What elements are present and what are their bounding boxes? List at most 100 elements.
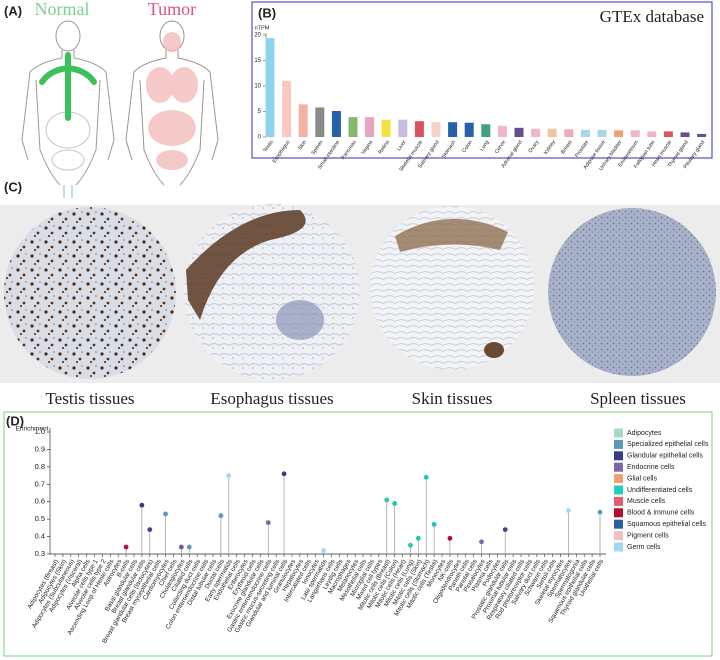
bar	[398, 119, 408, 137]
bar	[614, 130, 624, 137]
bar	[514, 127, 524, 137]
y-tick-label: 10	[254, 84, 261, 90]
x-tick-label: Vagina	[360, 139, 374, 155]
y-axis-label: nTPM	[255, 25, 270, 31]
legend-label: Blood & immune cells	[627, 510, 695, 517]
y-tick-label: 0.7	[35, 479, 45, 488]
panel-label: (D)	[6, 413, 24, 428]
bar	[331, 110, 341, 137]
bar	[580, 129, 590, 137]
bar	[630, 130, 640, 137]
x-tick-label: Testis	[262, 139, 275, 154]
point	[392, 501, 398, 506]
x-tick-label: Ovary	[528, 139, 541, 154]
y-tick-label: 0.8	[35, 462, 45, 471]
point	[502, 527, 508, 532]
bar	[647, 131, 657, 137]
y-tick-label: 0.9	[35, 444, 45, 453]
y-tick-label: 1.0	[35, 427, 45, 436]
bar	[597, 129, 607, 137]
legend-label: Glial cells	[627, 475, 657, 482]
esophagus-epithelium	[186, 210, 306, 320]
legend-label: Germ cells	[627, 544, 661, 551]
tissue-caption: Esophagus tissues	[210, 389, 333, 408]
bar	[381, 119, 391, 137]
x-tick-label: Liver	[396, 139, 408, 152]
y-tick-label: 0.4	[35, 532, 45, 541]
bar	[365, 117, 375, 137]
x-tick-label: Kidney	[543, 139, 557, 156]
bar	[464, 122, 474, 137]
x-tick-label: Breast	[560, 139, 574, 155]
bar	[531, 128, 541, 137]
x-tick-label: Lung	[479, 139, 491, 152]
point	[218, 513, 224, 519]
bar	[315, 107, 325, 137]
y-tick-label: 20	[254, 33, 261, 39]
point	[415, 535, 421, 541]
panel-frame	[251, 1, 713, 159]
x-tick-label: Spleen	[310, 139, 324, 156]
legend-label: Endocrine cells	[627, 464, 675, 471]
x-tick-label: Prostate	[574, 139, 590, 158]
point	[226, 473, 232, 478]
panel-label: (C)	[4, 179, 22, 194]
tissue-caption: Skin tissues	[412, 389, 493, 408]
panel-label: (A)	[4, 3, 22, 18]
x-tick-label: Colon	[461, 139, 474, 154]
skin-structure	[484, 342, 504, 358]
legend-swatch	[614, 428, 623, 438]
x-tick-label: Retina	[377, 139, 391, 155]
panel-frame	[3, 411, 713, 657]
bar	[448, 122, 458, 137]
x-tick-label: Cervix	[494, 139, 508, 155]
legend-label: Squamous epithelial cells	[627, 521, 706, 528]
legend-swatch	[614, 474, 623, 484]
point	[566, 508, 571, 513]
point	[178, 544, 184, 550]
tissue-caption: Spleen tissues	[590, 389, 686, 408]
bar	[282, 80, 292, 137]
bar	[265, 38, 275, 138]
legend-label: Undifferentiated cells	[627, 487, 693, 494]
point	[265, 520, 271, 526]
bar	[697, 133, 707, 137]
y-axis-label: Enrichment	[16, 426, 49, 433]
testis-image	[4, 207, 176, 379]
normal-label: Normal	[35, 0, 90, 19]
chart-title: GTEx database	[600, 7, 704, 26]
legend-label: Muscle cells	[627, 498, 666, 505]
y-tick-label: 5	[258, 109, 262, 115]
legend-label: Glandular epithelial cells	[627, 453, 703, 460]
esophagus-nodule	[276, 300, 324, 340]
legend-swatch	[614, 531, 623, 541]
esophagus-highlight	[39, 52, 97, 121]
bar	[497, 125, 507, 137]
bar	[348, 117, 358, 137]
y-tick-label: 0.3	[35, 549, 45, 558]
point	[423, 474, 429, 480]
point	[139, 502, 145, 508]
point	[597, 509, 603, 515]
legend-swatch	[614, 542, 623, 552]
y-tick-label: 15	[254, 58, 261, 64]
y-tick-label: 0.5	[35, 514, 45, 523]
legend-swatch	[614, 451, 623, 461]
point	[281, 471, 287, 477]
spleen-image	[548, 208, 716, 376]
bar	[414, 121, 424, 137]
legend-swatch	[614, 508, 623, 518]
bar	[564, 129, 574, 137]
bar	[298, 104, 308, 137]
y-tick-label: 0	[258, 135, 262, 141]
point	[408, 542, 413, 548]
point	[147, 527, 153, 532]
point	[186, 544, 192, 550]
x-tick-label: Stomach	[441, 139, 458, 159]
point	[163, 511, 168, 517]
point	[384, 497, 390, 503]
point	[447, 535, 453, 541]
bar	[663, 131, 673, 137]
legend-label: Adipocytes	[627, 430, 662, 437]
